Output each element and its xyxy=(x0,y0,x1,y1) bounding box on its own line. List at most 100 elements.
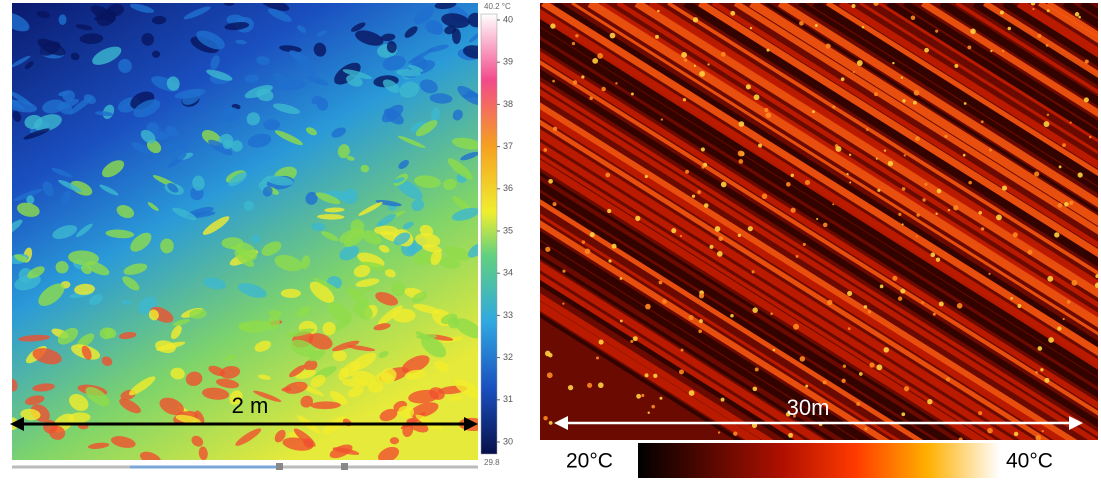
hot-spot xyxy=(900,289,905,294)
hot-spot xyxy=(599,340,604,345)
hot-spot xyxy=(545,351,551,357)
hot-spot xyxy=(710,245,714,249)
hot-spot xyxy=(1002,50,1005,53)
hot-spot xyxy=(699,319,703,323)
hot-spot xyxy=(684,58,688,62)
hot-spot xyxy=(657,10,659,12)
hot-spot xyxy=(1067,300,1071,304)
hot-spot xyxy=(805,180,810,185)
hot-spot xyxy=(748,226,753,231)
hot-spot xyxy=(911,15,916,20)
hot-spot xyxy=(543,148,547,152)
hot-spot xyxy=(849,181,851,183)
hot-spot xyxy=(1010,297,1013,300)
hot-spot xyxy=(902,223,904,225)
hot-spot xyxy=(884,150,886,152)
hot-spot xyxy=(864,427,867,430)
hot-spot xyxy=(803,243,806,246)
hot-spot xyxy=(924,48,929,53)
hot-spot xyxy=(1008,27,1011,30)
hot-spot xyxy=(693,17,698,22)
hot-spot xyxy=(592,58,598,64)
hot-spot xyxy=(585,249,591,255)
tick-label: 35 xyxy=(503,225,513,235)
hot-spot xyxy=(946,377,950,381)
tick-label: 33 xyxy=(503,310,513,320)
hot-spot xyxy=(730,11,735,16)
hot-spot xyxy=(933,313,936,316)
hot-spot xyxy=(978,411,982,415)
colorbar-min: 29.8 xyxy=(484,458,500,467)
hot-spot xyxy=(568,385,573,390)
left-colorbar xyxy=(481,14,497,454)
hot-spot xyxy=(1078,16,1081,19)
hot-spot xyxy=(786,182,791,187)
hot-spot xyxy=(836,146,842,152)
hot-spot xyxy=(754,94,760,100)
hot-spot xyxy=(892,62,894,64)
hot-spot xyxy=(1028,250,1033,255)
hot-spot xyxy=(1000,10,1004,14)
hot-spot xyxy=(1047,276,1053,282)
hot-spot xyxy=(662,299,667,304)
hot-spot xyxy=(922,198,925,201)
hot-spot xyxy=(550,23,555,28)
hot-spot xyxy=(721,182,727,188)
colorbar-low: 20°C xyxy=(566,450,613,473)
hot-spot xyxy=(1044,121,1050,127)
tick-label: 34 xyxy=(503,268,513,278)
hot-spot xyxy=(841,77,845,81)
hot-spot xyxy=(718,236,723,241)
hot-spot xyxy=(738,234,741,237)
hot-spot xyxy=(988,273,990,275)
hot-spot xyxy=(689,390,695,396)
hot-spot xyxy=(963,154,966,157)
hot-spot xyxy=(1037,34,1041,38)
hot-spot xyxy=(1014,432,1018,436)
hot-spot xyxy=(767,49,770,52)
colorbar-max: 40.2 °C xyxy=(484,2,511,11)
hot-spot xyxy=(957,303,963,309)
hot-spot xyxy=(689,315,694,320)
hot-spot xyxy=(874,92,878,96)
hot-spot xyxy=(730,314,734,318)
hot-spot xyxy=(587,383,592,388)
hot-spot xyxy=(762,194,768,200)
hot-spot xyxy=(826,44,831,49)
hot-spot xyxy=(898,296,902,300)
hot-spot xyxy=(901,76,903,78)
hot-spot xyxy=(573,80,577,84)
hot-spot xyxy=(823,380,827,384)
hot-spot xyxy=(978,211,982,215)
tick-label: 39 xyxy=(503,57,513,67)
hot-spot xyxy=(717,251,723,257)
tick-label: 32 xyxy=(503,352,513,362)
hot-spot xyxy=(572,42,575,45)
scale-label: 30m xyxy=(787,395,830,420)
hot-spot xyxy=(548,179,553,184)
hot-spot xyxy=(701,165,704,168)
hot-spot xyxy=(707,63,709,65)
hot-spot xyxy=(1075,12,1079,16)
hot-spot xyxy=(607,209,611,213)
hot-spot xyxy=(651,405,655,409)
hot-spot xyxy=(645,304,651,310)
hot-spot xyxy=(562,302,564,304)
hot-spot xyxy=(954,64,958,68)
hot-spot xyxy=(659,281,663,285)
hot-spot xyxy=(701,147,705,151)
hot-spot xyxy=(699,71,705,77)
hot-spot xyxy=(543,416,547,420)
hot-spot xyxy=(904,154,906,156)
hot-spot xyxy=(968,181,972,185)
hot-spot xyxy=(1046,44,1049,47)
hot-spot xyxy=(659,397,662,400)
tick-label: 37 xyxy=(503,141,513,151)
tick-label: 40 xyxy=(503,14,513,24)
hot-spot xyxy=(758,143,762,147)
hot-spot xyxy=(788,433,793,438)
hot-spot xyxy=(620,320,623,323)
hot-spot xyxy=(981,120,984,123)
hot-spot xyxy=(880,285,884,289)
hot-spot xyxy=(752,270,755,273)
